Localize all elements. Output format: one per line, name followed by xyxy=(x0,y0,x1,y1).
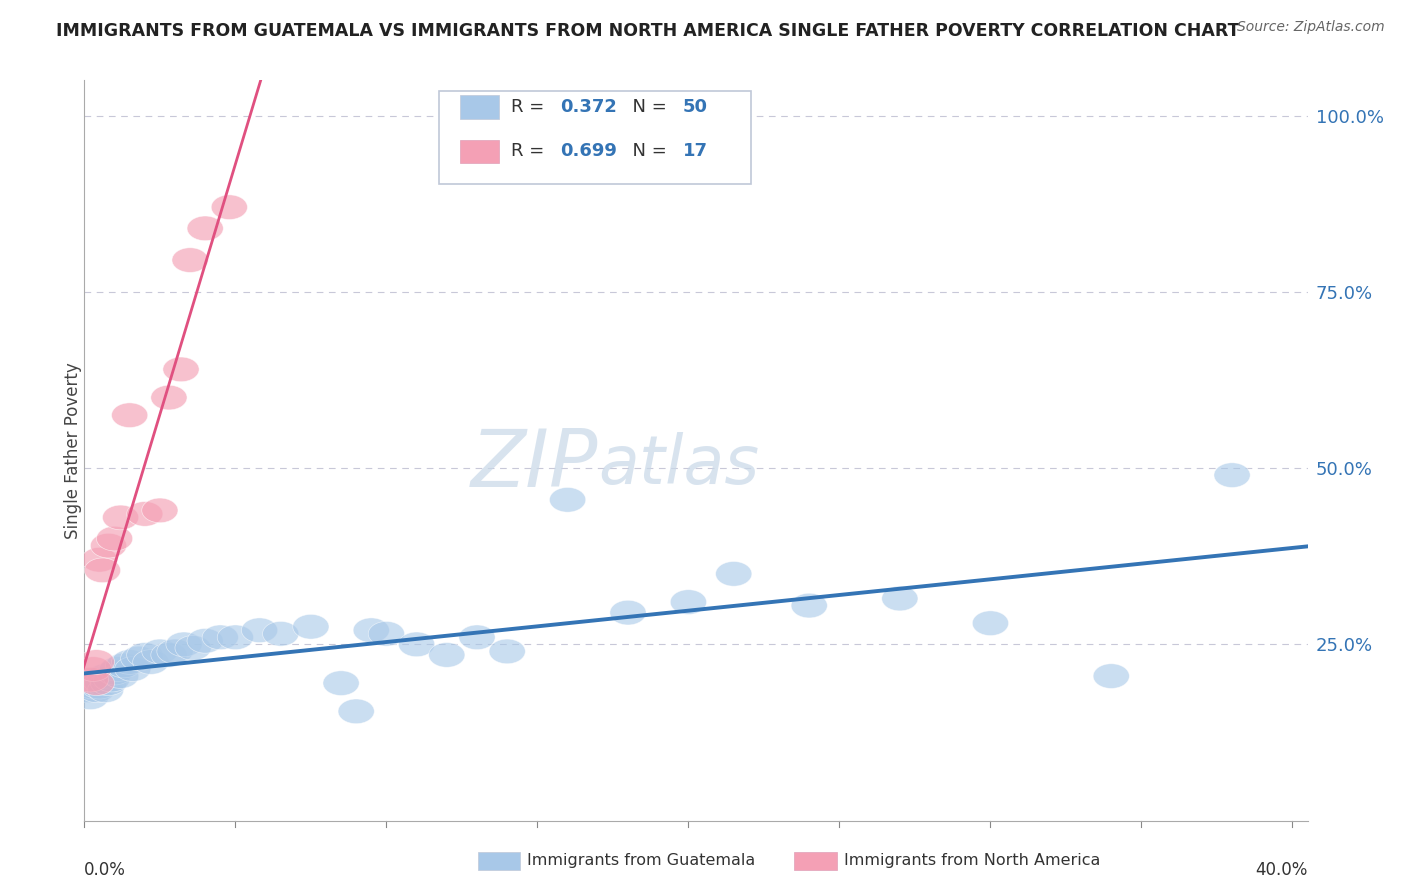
Text: Immigrants from Guatemala: Immigrants from Guatemala xyxy=(527,854,755,868)
Ellipse shape xyxy=(79,649,114,674)
Ellipse shape xyxy=(79,667,114,692)
Ellipse shape xyxy=(127,501,163,526)
Ellipse shape xyxy=(163,357,200,382)
Ellipse shape xyxy=(353,618,389,642)
Ellipse shape xyxy=(337,699,374,723)
Ellipse shape xyxy=(82,667,118,692)
Ellipse shape xyxy=(90,671,127,696)
Ellipse shape xyxy=(121,646,157,671)
Ellipse shape xyxy=(489,639,526,664)
Ellipse shape xyxy=(111,649,148,674)
Ellipse shape xyxy=(97,526,132,551)
FancyBboxPatch shape xyxy=(439,91,751,184)
Ellipse shape xyxy=(187,629,224,653)
Ellipse shape xyxy=(90,533,127,558)
Ellipse shape xyxy=(93,667,129,692)
Ellipse shape xyxy=(792,593,827,618)
Ellipse shape xyxy=(69,678,105,703)
Ellipse shape xyxy=(82,674,118,699)
FancyBboxPatch shape xyxy=(460,139,499,163)
Ellipse shape xyxy=(103,664,139,689)
Ellipse shape xyxy=(174,635,211,660)
Ellipse shape xyxy=(100,657,136,681)
Text: N =: N = xyxy=(621,143,673,161)
Text: 17: 17 xyxy=(682,143,707,161)
Ellipse shape xyxy=(550,488,586,512)
Ellipse shape xyxy=(105,653,142,678)
Ellipse shape xyxy=(76,657,111,681)
Ellipse shape xyxy=(72,667,108,692)
Ellipse shape xyxy=(87,664,124,689)
Y-axis label: Single Father Poverty: Single Father Poverty xyxy=(65,362,82,539)
Ellipse shape xyxy=(671,590,707,615)
Ellipse shape xyxy=(103,505,139,530)
Ellipse shape xyxy=(973,611,1008,635)
Ellipse shape xyxy=(97,660,132,685)
Ellipse shape xyxy=(429,642,465,667)
Ellipse shape xyxy=(79,678,114,703)
Ellipse shape xyxy=(292,615,329,639)
Ellipse shape xyxy=(368,622,405,646)
Ellipse shape xyxy=(111,403,148,427)
Ellipse shape xyxy=(716,562,752,586)
Text: atlas: atlas xyxy=(598,433,759,499)
Text: ZIP: ZIP xyxy=(471,426,598,504)
Ellipse shape xyxy=(157,639,193,664)
Text: 0.0%: 0.0% xyxy=(84,862,127,880)
Text: 50: 50 xyxy=(682,98,707,116)
Ellipse shape xyxy=(87,678,124,703)
Ellipse shape xyxy=(187,216,224,241)
Ellipse shape xyxy=(218,625,253,649)
Ellipse shape xyxy=(150,385,187,410)
Ellipse shape xyxy=(72,671,108,696)
Ellipse shape xyxy=(150,642,187,667)
Text: R =: R = xyxy=(512,143,550,161)
Ellipse shape xyxy=(82,548,118,572)
Ellipse shape xyxy=(142,498,179,523)
Ellipse shape xyxy=(202,625,239,649)
Ellipse shape xyxy=(1092,664,1129,689)
Ellipse shape xyxy=(84,558,121,582)
Ellipse shape xyxy=(458,625,495,649)
Ellipse shape xyxy=(263,622,299,646)
Ellipse shape xyxy=(72,685,108,710)
Ellipse shape xyxy=(398,632,434,657)
Ellipse shape xyxy=(172,248,208,272)
Ellipse shape xyxy=(79,671,114,696)
Ellipse shape xyxy=(1213,463,1250,488)
Ellipse shape xyxy=(211,194,247,219)
Ellipse shape xyxy=(132,649,169,674)
Text: 0.699: 0.699 xyxy=(560,143,617,161)
Text: N =: N = xyxy=(621,98,673,116)
Ellipse shape xyxy=(127,642,163,667)
Text: 0.372: 0.372 xyxy=(560,98,617,116)
Ellipse shape xyxy=(142,639,179,664)
Text: Source: ZipAtlas.com: Source: ZipAtlas.com xyxy=(1237,20,1385,34)
Ellipse shape xyxy=(114,657,150,681)
Ellipse shape xyxy=(76,674,111,699)
Ellipse shape xyxy=(166,632,202,657)
Text: 40.0%: 40.0% xyxy=(1256,862,1308,880)
Ellipse shape xyxy=(84,671,121,696)
Text: IMMIGRANTS FROM GUATEMALA VS IMMIGRANTS FROM NORTH AMERICA SINGLE FATHER POVERTY: IMMIGRANTS FROM GUATEMALA VS IMMIGRANTS … xyxy=(56,22,1240,40)
Ellipse shape xyxy=(882,586,918,611)
FancyBboxPatch shape xyxy=(460,95,499,119)
Ellipse shape xyxy=(610,600,647,625)
Text: R =: R = xyxy=(512,98,550,116)
Text: Immigrants from North America: Immigrants from North America xyxy=(844,854,1099,868)
Ellipse shape xyxy=(242,618,277,642)
Ellipse shape xyxy=(323,671,359,696)
